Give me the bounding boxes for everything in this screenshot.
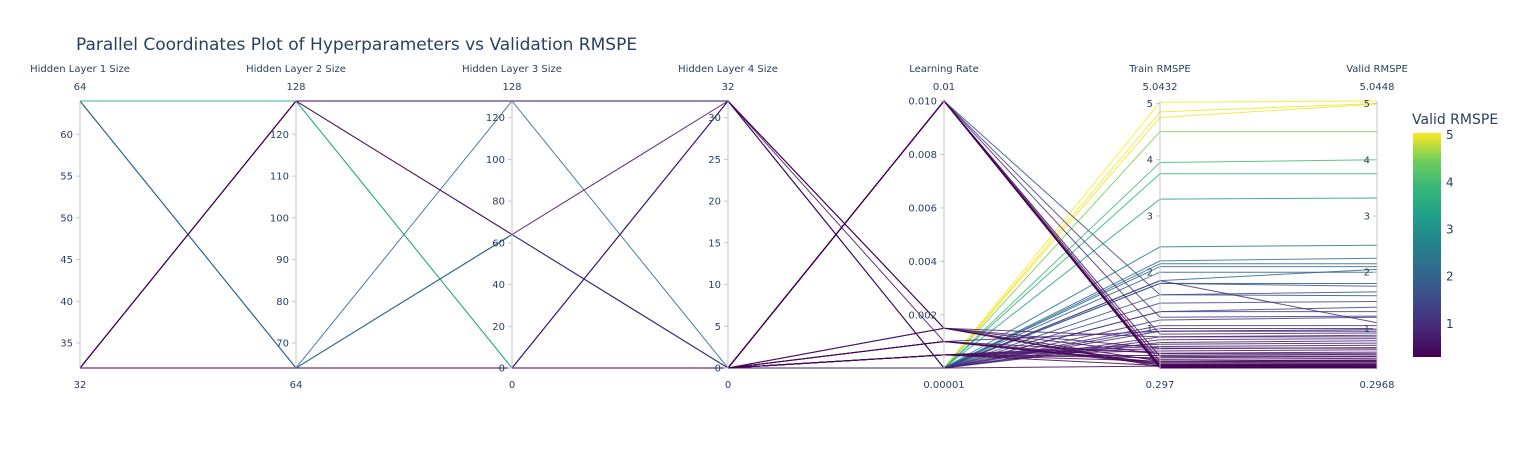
colorbar-tick-label: 4 (1446, 175, 1454, 189)
axis-tick-label: 15 (708, 238, 721, 249)
axis-tick-label: 10 (708, 280, 721, 291)
axis-min-label: 0.297 (1146, 380, 1175, 391)
colorbar: Valid RMSPE 1 2 3 4 5 (1412, 112, 1498, 357)
axes: Hidden Layer 1 Size6432354045505560Hidde… (30, 64, 1408, 391)
axis-tick-label: 5 (715, 322, 721, 333)
axis-tick-label: 120 (270, 130, 289, 141)
axis-title: Hidden Layer 1 Size (30, 64, 130, 75)
axis-tick-label: 45 (60, 255, 73, 266)
axis-tick-label: 0.004 (908, 257, 937, 268)
axis-min-label: 64 (290, 380, 303, 391)
axis-title: Hidden Layer 4 Size (678, 64, 778, 75)
axis-title: Learning Rate (909, 64, 979, 75)
axis-tick-label: 0 (715, 364, 721, 375)
axis-min-label: 0 (725, 380, 731, 391)
axis-tick-label: 40 (492, 280, 505, 291)
axis-tick-label: 20 (708, 197, 721, 208)
axis-tick-label: 100 (270, 213, 289, 224)
axis-min-label: 0.2968 (1360, 380, 1395, 391)
axis-tick-label: 35 (60, 338, 73, 349)
axis-tick-label: 80 (492, 197, 505, 208)
axis-tick-label: 0 (499, 364, 505, 375)
axis-tick-label: 120 (486, 113, 505, 124)
axis-tick-label: 60 (492, 238, 505, 249)
axis-tick-label: 70 (276, 338, 289, 349)
axis-tick-label: 1 (1364, 324, 1370, 335)
axis-tick-label: 0.006 (908, 203, 937, 214)
axis-title: Valid RMSPE (1346, 64, 1408, 75)
axis-max-label: 128 (286, 82, 305, 93)
axis-tick-label: 3 (1364, 211, 1370, 222)
axis-tick-label: 100 (486, 155, 505, 166)
axis-title: Hidden Layer 3 Size (462, 64, 562, 75)
axis-tick-label: 4 (1364, 155, 1370, 166)
axis-tick-label: 5 (1147, 99, 1153, 110)
axis-max-label: 128 (502, 82, 521, 93)
axis-max-label: 64 (74, 82, 87, 93)
axis-tick-label: 3 (1147, 211, 1153, 222)
axis-tick-label: 1 (1147, 324, 1153, 335)
axis-tick-label: 5 (1364, 99, 1370, 110)
axis-title: Hidden Layer 2 Size (246, 64, 346, 75)
axis-title: Train RMSPE (1128, 64, 1190, 75)
axis-tick-label: 60 (60, 130, 73, 141)
axis-tick-label: 40 (60, 297, 73, 308)
axis-min-label: 0.00001 (923, 380, 964, 391)
axis-tick-label: 2 (1364, 268, 1370, 279)
axis-tick-label: 55 (60, 172, 73, 183)
axis-tick-label: 25 (708, 155, 721, 166)
axis-max-label: 5.0448 (1360, 82, 1395, 93)
axis-max-label: 32 (722, 82, 735, 93)
colorbar-gradient (1413, 133, 1441, 357)
axis-max-label: 0.01 (933, 82, 955, 93)
axis-tick-label: 0.010 (908, 97, 937, 108)
colorbar-tick-label: 2 (1446, 270, 1454, 284)
colorbar-tick-label: 5 (1446, 128, 1454, 142)
axis-tick-label: 110 (270, 172, 289, 183)
axis-min-label: 0 (509, 380, 515, 391)
axis-tick-label: 20 (492, 322, 505, 333)
axis-tick-label: 80 (276, 297, 289, 308)
axis-tick-label: 50 (60, 213, 73, 224)
colorbar-tick-label: 3 (1446, 222, 1454, 236)
axis-tick-label: 90 (276, 255, 289, 266)
axis-tick-label: 0.008 (908, 150, 937, 161)
axis-min-label: 32 (74, 380, 87, 391)
axis-tick-label: 2 (1147, 268, 1153, 279)
axis-max-label: 5.0432 (1143, 82, 1178, 93)
axis-tick-label: 30 (708, 113, 721, 124)
colorbar-tick-label: 1 (1446, 317, 1454, 331)
axis-tick-label: 4 (1147, 155, 1153, 166)
chart-title: Parallel Coordinates Plot of Hyperparame… (76, 35, 637, 55)
colorbar-title: Valid RMSPE (1412, 112, 1498, 128)
axis-tick-label: 0.002 (908, 310, 937, 321)
